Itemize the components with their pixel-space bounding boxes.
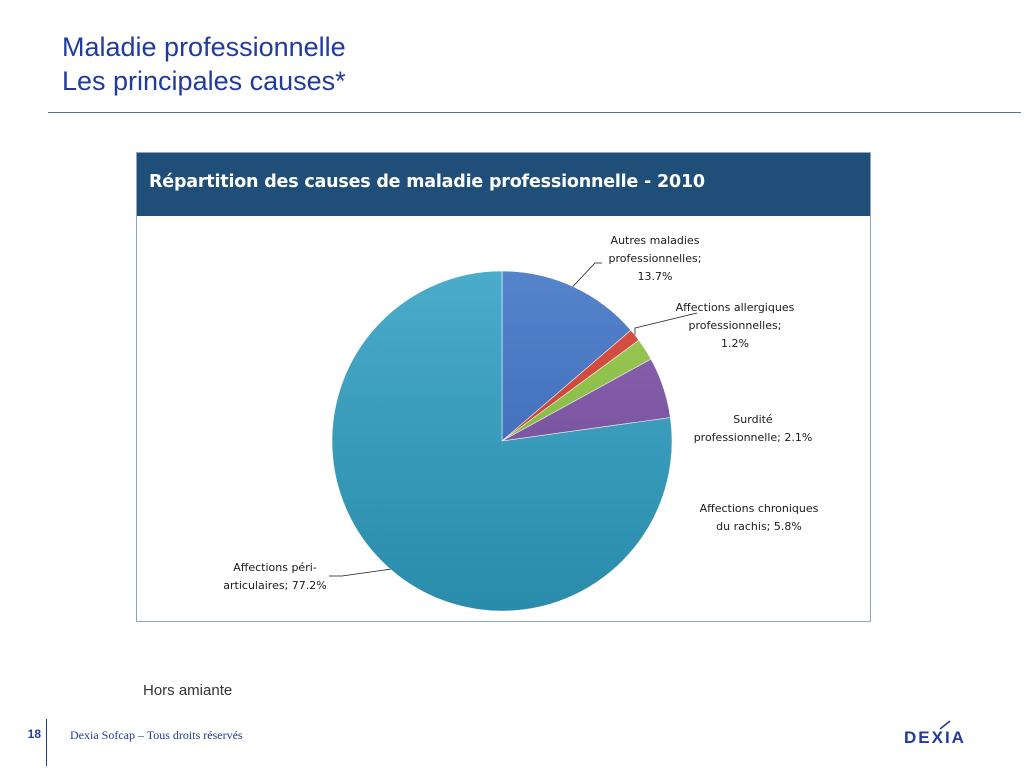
footnote: Hors amiante bbox=[143, 682, 233, 699]
pie-label-line: professionnelles; bbox=[689, 319, 782, 332]
pie-label-line: du rachis; 5.8% bbox=[716, 520, 802, 533]
copyright-text: Dexia Sofcap – Tous droits réservés bbox=[70, 728, 243, 742]
pie-labels: Autres maladies professionnelles; 13.7% Aff… bbox=[223, 234, 818, 592]
dexia-logo-stroke bbox=[939, 720, 951, 730]
leader-line-autres-maladies-professionnelles bbox=[572, 262, 602, 287]
pie-label-surdite-professionnelle: Surdité professionnelle; 2.1% bbox=[694, 413, 813, 444]
chart-panel: Répartition des causes de maladie profes… bbox=[136, 152, 871, 622]
slide-title-line-1: Maladie professionnelle bbox=[62, 32, 346, 62]
pie-label-autres-maladies-professionnelles: Autres maladies professionnelles; 13.7% bbox=[609, 234, 702, 283]
pie-label-line: professionnelles; bbox=[609, 252, 702, 265]
footer-divider bbox=[46, 719, 47, 766]
slide-title: Maladie professionnelle Les principales … bbox=[62, 30, 346, 98]
pie-label-line: Affections chroniques bbox=[700, 502, 819, 515]
page-number: 18 bbox=[27, 727, 41, 741]
leader-line-affections-peri-articulaires bbox=[329, 568, 391, 577]
slide-title-line-2: Les principales causes* bbox=[62, 66, 346, 96]
dexia-logo: DEXIA bbox=[904, 720, 966, 747]
pie-label-affections-peri-articulaires: Affections péri-articulaires; 77.2% bbox=[223, 561, 326, 592]
leader-line-affections-allergiques-professionnelles bbox=[634, 312, 698, 336]
dexia-logo-text: DEXIA bbox=[904, 728, 966, 747]
pie-label-affections-allergiques-professionnelles: Affections allergiques professionnelles; 1… bbox=[676, 301, 795, 350]
chart-title: Répartition des causes de maladie profes… bbox=[149, 172, 705, 192]
pie-label-line: Affections allergiques bbox=[676, 301, 795, 314]
title-divider bbox=[48, 112, 1021, 113]
pie-label-line: articulaires; 77.2% bbox=[223, 579, 326, 592]
pie-label-line: 1.2% bbox=[721, 337, 749, 350]
pie-label-line: Autres maladies bbox=[611, 234, 700, 247]
pie-label-line: professionnelle; 2.1% bbox=[694, 431, 813, 444]
pie-chart: Autres maladies professionnelles; 13.7% Aff… bbox=[223, 234, 819, 612]
pie-slices bbox=[331, 270, 673, 612]
pie-label-line: 13.7% bbox=[638, 270, 673, 283]
pie-label-line: Surdité bbox=[733, 413, 773, 426]
chart-header: Répartition des causes de maladie profes… bbox=[137, 153, 870, 216]
pie-label-affections-chroniques-du-rachis: Affections chroniques du rachis; 5.8% bbox=[700, 502, 819, 533]
pie-label-line: Affections péri- bbox=[233, 561, 317, 574]
pie-leader-lines bbox=[329, 262, 698, 577]
